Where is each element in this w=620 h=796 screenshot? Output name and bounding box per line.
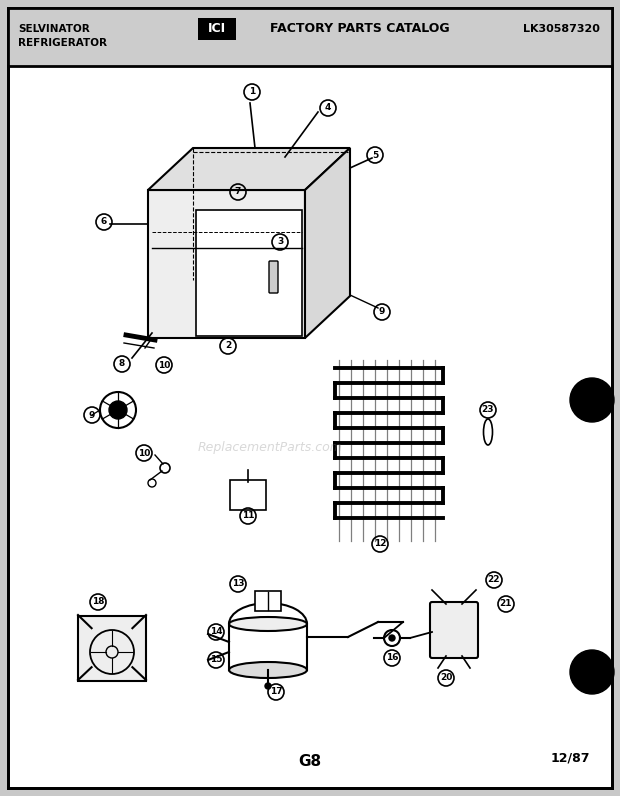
Text: 11: 11 [242, 512, 254, 521]
Text: 21: 21 [500, 599, 512, 608]
Text: 17: 17 [270, 688, 282, 696]
Text: 4: 4 [325, 103, 331, 112]
Text: 10: 10 [138, 448, 150, 458]
Text: 12: 12 [374, 540, 386, 548]
Text: 2: 2 [225, 341, 231, 350]
Text: LK30587320: LK30587320 [523, 24, 600, 34]
Circle shape [570, 378, 614, 422]
Text: ICI: ICI [208, 22, 226, 36]
Text: 7: 7 [235, 188, 241, 197]
Ellipse shape [229, 617, 307, 631]
Polygon shape [148, 190, 305, 338]
Text: 10: 10 [158, 361, 170, 369]
Ellipse shape [229, 662, 307, 678]
Circle shape [389, 635, 395, 641]
FancyBboxPatch shape [198, 18, 236, 40]
FancyBboxPatch shape [269, 261, 278, 293]
Polygon shape [305, 148, 350, 338]
Text: 18: 18 [92, 598, 104, 607]
Text: 23: 23 [482, 405, 494, 415]
Text: 20: 20 [440, 673, 452, 682]
Polygon shape [148, 148, 350, 190]
Text: 6: 6 [101, 217, 107, 227]
Text: 15: 15 [210, 655, 222, 665]
FancyBboxPatch shape [8, 8, 612, 66]
Text: 1: 1 [249, 88, 255, 96]
FancyBboxPatch shape [8, 8, 612, 788]
Text: 13: 13 [232, 579, 244, 588]
Text: 9: 9 [89, 411, 95, 419]
Text: SELVINATOR
REFRIGERATOR: SELVINATOR REFRIGERATOR [18, 24, 107, 48]
Text: 3: 3 [277, 237, 283, 247]
Text: FACTORY PARTS CATALOG: FACTORY PARTS CATALOG [270, 22, 450, 36]
Text: 22: 22 [488, 576, 500, 584]
FancyBboxPatch shape [230, 480, 266, 510]
Text: 9: 9 [379, 307, 385, 317]
Text: 16: 16 [386, 654, 398, 662]
Ellipse shape [484, 419, 492, 445]
Circle shape [570, 650, 614, 694]
Text: 5: 5 [372, 150, 378, 159]
FancyBboxPatch shape [430, 602, 478, 658]
FancyBboxPatch shape [78, 616, 146, 681]
Text: 8: 8 [119, 360, 125, 369]
Text: G8: G8 [298, 755, 322, 770]
Text: 14: 14 [210, 627, 223, 637]
Polygon shape [196, 210, 302, 336]
Text: 12/87: 12/87 [551, 751, 590, 764]
FancyBboxPatch shape [255, 591, 281, 611]
Text: ReplacementParts.com: ReplacementParts.com [198, 442, 342, 455]
Circle shape [265, 683, 271, 689]
Circle shape [109, 401, 127, 419]
